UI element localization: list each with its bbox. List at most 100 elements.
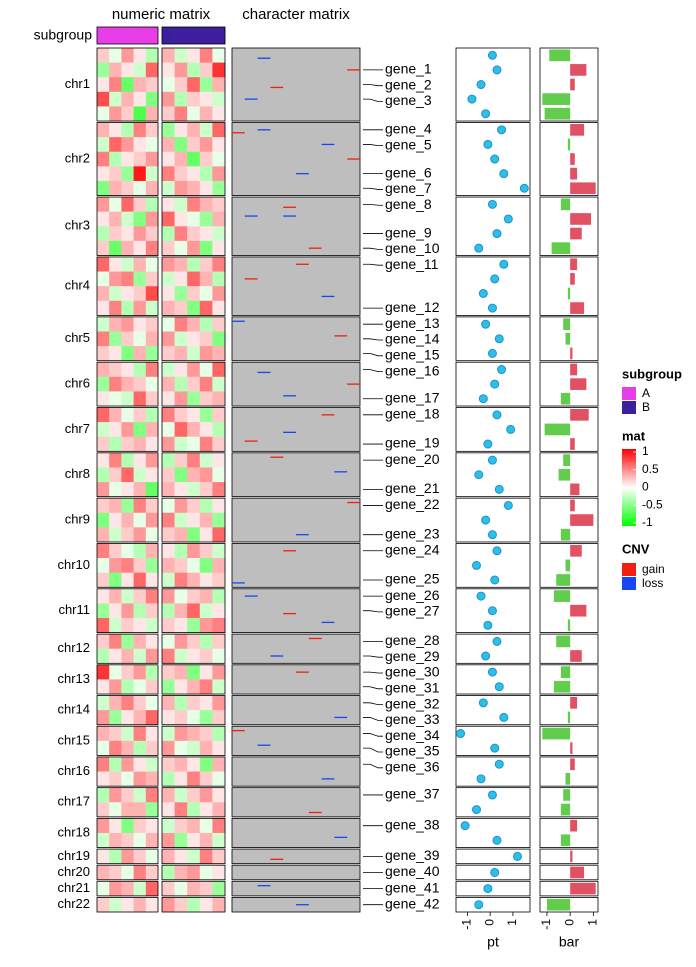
pt-point xyxy=(474,900,484,910)
gene-link xyxy=(363,338,383,341)
heatmap-cell xyxy=(187,422,201,438)
heatmap-cell xyxy=(212,331,226,347)
bar xyxy=(567,711,571,724)
heatmap-cell xyxy=(145,726,159,742)
gene-label: gene_11 xyxy=(385,256,439,272)
pt-point xyxy=(492,636,502,646)
heatmap-cell xyxy=(174,849,188,864)
heatmap-cell xyxy=(187,726,201,742)
pt-point xyxy=(474,470,484,480)
gene-link xyxy=(363,84,383,87)
bar-slice xyxy=(539,864,599,881)
bar xyxy=(565,559,571,572)
pt-point xyxy=(483,884,493,894)
heatmap-cell xyxy=(97,436,110,452)
heatmap-cell xyxy=(199,740,213,756)
heatmap-cell xyxy=(162,376,175,392)
heatmap-cell xyxy=(162,166,175,182)
heatmap-cell xyxy=(121,211,134,227)
heatmap-cell xyxy=(187,771,201,787)
slice-border xyxy=(96,864,159,881)
pt-point xyxy=(467,94,477,104)
heatmap-cell xyxy=(187,572,201,588)
slice-border xyxy=(96,543,159,588)
heatmap-cell xyxy=(212,865,226,881)
heatmap-cell xyxy=(174,467,188,483)
heatmap-cell xyxy=(162,226,175,242)
heatmap-cell xyxy=(133,572,147,588)
pt-point xyxy=(503,214,513,224)
character-slice xyxy=(231,817,361,848)
heatmap-cell xyxy=(97,634,110,650)
heatmap-cell xyxy=(109,787,122,803)
bar xyxy=(560,834,571,847)
heatmap-cell xyxy=(121,106,134,122)
pt-point xyxy=(494,682,504,692)
heatmap-cell xyxy=(109,572,122,588)
heatmap-cell xyxy=(212,482,226,497)
heatmap-cell xyxy=(133,256,147,272)
heatmap-cell xyxy=(121,362,134,378)
heatmap-cell xyxy=(212,818,226,834)
heatmap-cell xyxy=(145,286,159,302)
heatmap-cell xyxy=(187,226,201,242)
bar xyxy=(544,423,571,436)
heatmap-cell xyxy=(145,543,159,559)
heatmap-cell xyxy=(121,618,134,633)
slice-border xyxy=(161,880,226,897)
heatmap-cell xyxy=(133,897,147,913)
slice-border xyxy=(96,896,159,913)
heatmap-cell xyxy=(145,512,159,528)
slice-border xyxy=(96,122,159,196)
heatmap-cell xyxy=(145,572,159,588)
heatmap-cell xyxy=(199,467,213,483)
heatmap-cell xyxy=(133,726,147,742)
heatmap-cell xyxy=(97,771,110,787)
heatmap-cell xyxy=(145,498,159,514)
heatmap-cell xyxy=(97,648,110,664)
slice-border xyxy=(161,633,226,664)
heatmap-cell xyxy=(133,498,147,514)
character-slice xyxy=(231,864,361,881)
legend-tick-label: -1 xyxy=(642,515,653,529)
bar xyxy=(570,514,594,526)
pt-point xyxy=(492,229,502,239)
pt-point xyxy=(490,379,500,389)
slice-border xyxy=(161,361,226,407)
heatmap-cell xyxy=(187,240,201,256)
heatmap-cell xyxy=(187,527,201,543)
heatmap-cell xyxy=(121,467,134,483)
bar-slice xyxy=(539,633,599,664)
bar-slice xyxy=(539,725,599,756)
heatmap-cell xyxy=(187,391,201,407)
heatmap-cell xyxy=(187,498,201,514)
heatmap-cell xyxy=(199,664,213,680)
heatmap-cell xyxy=(109,558,122,573)
heatmap-cell xyxy=(121,664,134,680)
gene-label: gene_16 xyxy=(385,362,440,378)
pt-point xyxy=(456,729,466,739)
bar-slice xyxy=(539,452,599,498)
pt-point xyxy=(490,274,500,284)
heatmap-cell xyxy=(133,376,147,392)
heatmap-cell xyxy=(162,211,175,227)
pt-point xyxy=(490,867,500,877)
heatmap-cell xyxy=(162,679,175,695)
gene-label: gene_37 xyxy=(385,786,440,802)
heatmap-cell xyxy=(97,407,110,423)
heatmap-cell xyxy=(212,787,226,803)
heatmap-cell xyxy=(145,832,159,848)
heatmap-cell xyxy=(212,106,226,122)
gene-link xyxy=(363,263,383,266)
pt-point xyxy=(497,365,507,375)
heatmap-cell xyxy=(145,588,159,604)
chromosome-label: chr12 xyxy=(57,640,90,655)
heatmap-cell xyxy=(97,588,110,604)
gene-link xyxy=(363,187,383,190)
chromosome-label: chr14 xyxy=(57,702,90,717)
heatmap-cell xyxy=(109,881,122,897)
heatmap-cell xyxy=(121,151,134,167)
heatmap-cell xyxy=(187,467,201,483)
heatmap-cell xyxy=(187,603,201,619)
heatmap-cell xyxy=(162,48,175,63)
